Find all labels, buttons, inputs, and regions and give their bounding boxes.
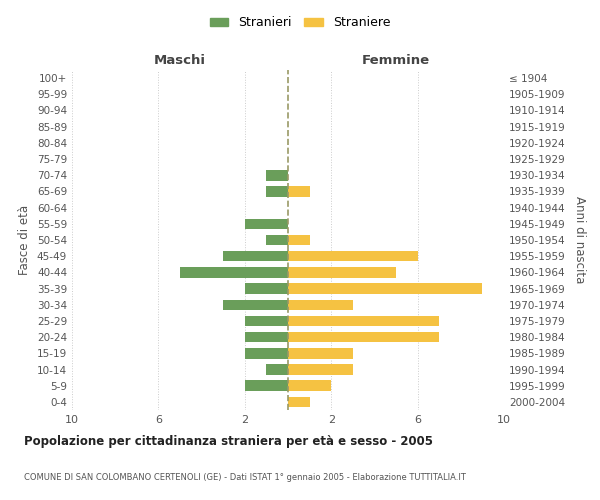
Y-axis label: Fasce di età: Fasce di età: [19, 205, 31, 275]
Text: Popolazione per cittadinanza straniera per età e sesso - 2005: Popolazione per cittadinanza straniera p…: [24, 435, 433, 448]
Bar: [266, 186, 288, 196]
Bar: [288, 348, 353, 358]
Bar: [223, 300, 288, 310]
Bar: [288, 316, 439, 326]
Bar: [288, 332, 439, 342]
Bar: [245, 348, 288, 358]
Legend: Stranieri, Straniere: Stranieri, Straniere: [205, 11, 395, 34]
Y-axis label: Anni di nascita: Anni di nascita: [572, 196, 586, 284]
Bar: [288, 267, 396, 278]
Bar: [245, 218, 288, 229]
Bar: [288, 284, 482, 294]
Bar: [288, 396, 310, 407]
Text: Femmine: Femmine: [362, 54, 430, 67]
Bar: [245, 332, 288, 342]
Bar: [223, 251, 288, 262]
Text: Maschi: Maschi: [154, 54, 206, 67]
Text: COMUNE DI SAN COLOMBANO CERTENOLI (GE) - Dati ISTAT 1° gennaio 2005 - Elaborazio: COMUNE DI SAN COLOMBANO CERTENOLI (GE) -…: [24, 473, 466, 482]
Bar: [288, 186, 310, 196]
Bar: [288, 234, 310, 246]
Bar: [266, 170, 288, 180]
Bar: [288, 300, 353, 310]
Bar: [288, 251, 418, 262]
Bar: [245, 380, 288, 391]
Bar: [245, 284, 288, 294]
Bar: [180, 267, 288, 278]
Bar: [245, 316, 288, 326]
Bar: [288, 364, 353, 375]
Bar: [266, 364, 288, 375]
Bar: [288, 380, 331, 391]
Bar: [266, 234, 288, 246]
